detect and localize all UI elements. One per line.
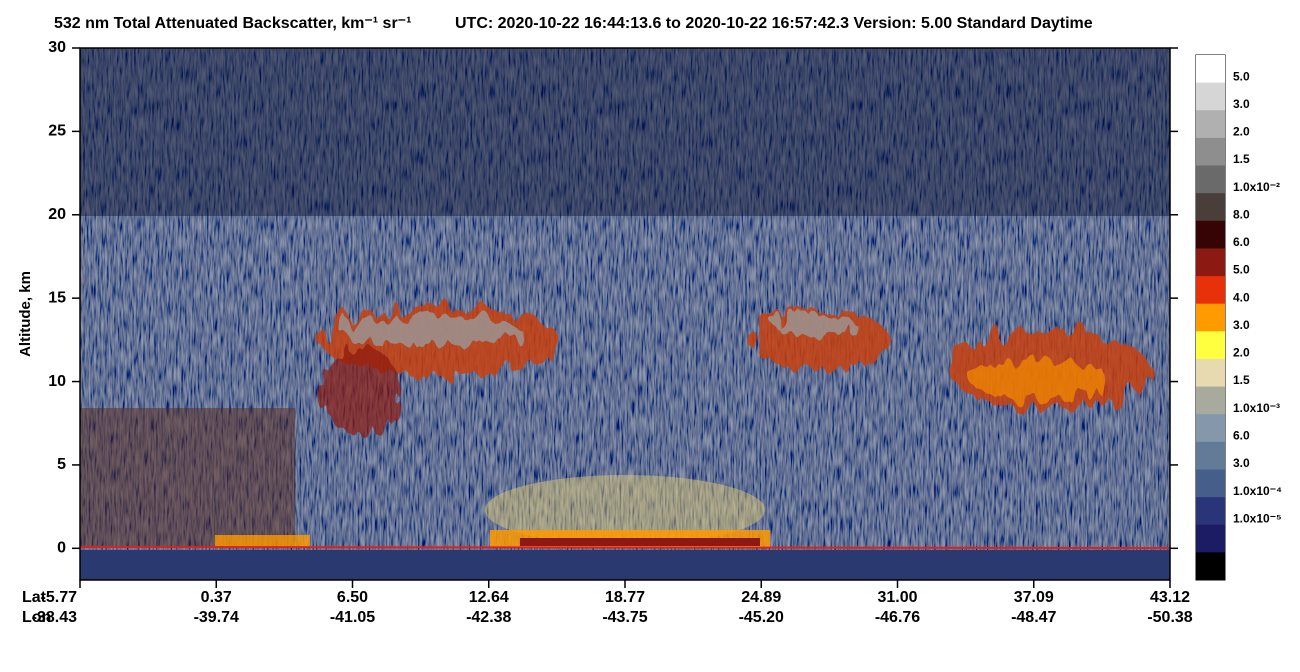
lon-label: -42.38 [466,609,511,626]
low-aerosol [80,408,295,548]
colorbar-swatch [1196,497,1225,526]
lon-label: -41.05 [330,609,375,626]
subsurface [80,550,1170,580]
lat-label: 12.64 [469,589,509,606]
colorbar-swatch [1196,55,1225,84]
chart-title: 532 nm Total Attenuated Backscatter, km⁻… [54,15,411,32]
colorbar-swatch [1196,524,1225,553]
chart-subtitle: UTC: 2020-10-22 16:44:13.6 to 2020-10-22… [455,15,1093,32]
surface-line [80,546,1170,549]
colorbar-label: 6.0 [1233,428,1250,442]
colorbar-swatch [1196,358,1225,388]
lon-label: -45.20 [739,609,784,626]
colorbar-swatch [1196,110,1225,139]
lat-label: 43.12 [1150,589,1190,606]
colorbar-swatch [1196,303,1225,332]
colorbar-label: 6.0 [1233,235,1250,249]
colorbar-swatch [1196,414,1225,443]
colorbar-label: 1.0x10⁻³ [1233,401,1280,415]
colorbar-label: 3.0 [1233,456,1250,470]
colorbar-label: 2.0 [1233,346,1250,360]
colorbar-label: 1.0x10⁻⁵ [1233,511,1282,525]
y-tick-label: 20 [48,206,66,223]
lat-label: 18.77 [605,589,645,606]
lat-label: 24.89 [741,589,781,606]
lat-label: 31.00 [877,589,917,606]
colorbar-swatch [1196,469,1225,498]
colorbar-label: 1.0x10⁻² [1233,180,1280,194]
colorbar-swatch [1196,165,1225,194]
clouds [320,305,1150,435]
colorbar-swatch [1196,276,1225,305]
y-tick-label: 0 [57,540,66,557]
colorbar-swatch [1196,82,1225,111]
colorbar-label: 5.0 [1233,263,1250,277]
lon-label: -46.76 [875,609,920,626]
y-tick-label: 5 [57,456,66,473]
y-tick-label: 25 [48,123,66,140]
y-tick-label: 30 [48,39,66,56]
colorbar-label: 2.0 [1233,125,1250,139]
colorbar-label: 1.0x10⁻⁴ [1233,484,1282,498]
lon-row-label: Lon [22,609,51,626]
colorbar-label: 8.0 [1233,207,1250,221]
lon-label: -39.74 [194,609,239,626]
colorbar-label: 1.5 [1233,373,1250,387]
colorbar-swatch [1196,137,1225,167]
lon-label: -48.47 [1011,609,1056,626]
lon-label: -50.38 [1147,609,1192,626]
backscatter-image [80,48,1170,580]
lat-label: 0.37 [201,589,232,606]
lat-label: -5.77 [41,589,78,606]
colorbar-label: 1.5 [1233,152,1250,166]
y-tick-label: 15 [48,289,66,306]
colorbar-swatch [1196,552,1225,581]
lat-row-label: Lat [22,589,47,606]
colorbar-swatch [1196,220,1225,249]
colorbar-label: 3.0 [1233,318,1250,332]
y-tick-label: 10 [48,373,66,390]
colorbar-swatch [1196,441,1225,470]
colorbar-label: 5.0 [1233,69,1250,83]
colorbar-swatch [1196,386,1225,415]
lat-label: 37.09 [1014,589,1054,606]
colorbar-swatch [1196,331,1225,360]
lon-label: -43.75 [602,609,647,626]
lat-label: 6.50 [337,589,368,606]
upper-layer [80,48,1170,216]
lon-label: -38.43 [32,609,77,626]
colorbar-label: 4.0 [1233,290,1250,304]
colorbar-label: 3.0 [1233,97,1250,111]
surface-haze [485,475,765,545]
colorbar-swatch [1196,248,1225,277]
y-axis-label: Altitude, km [17,271,34,357]
colorbar-swatch [1196,193,1225,222]
